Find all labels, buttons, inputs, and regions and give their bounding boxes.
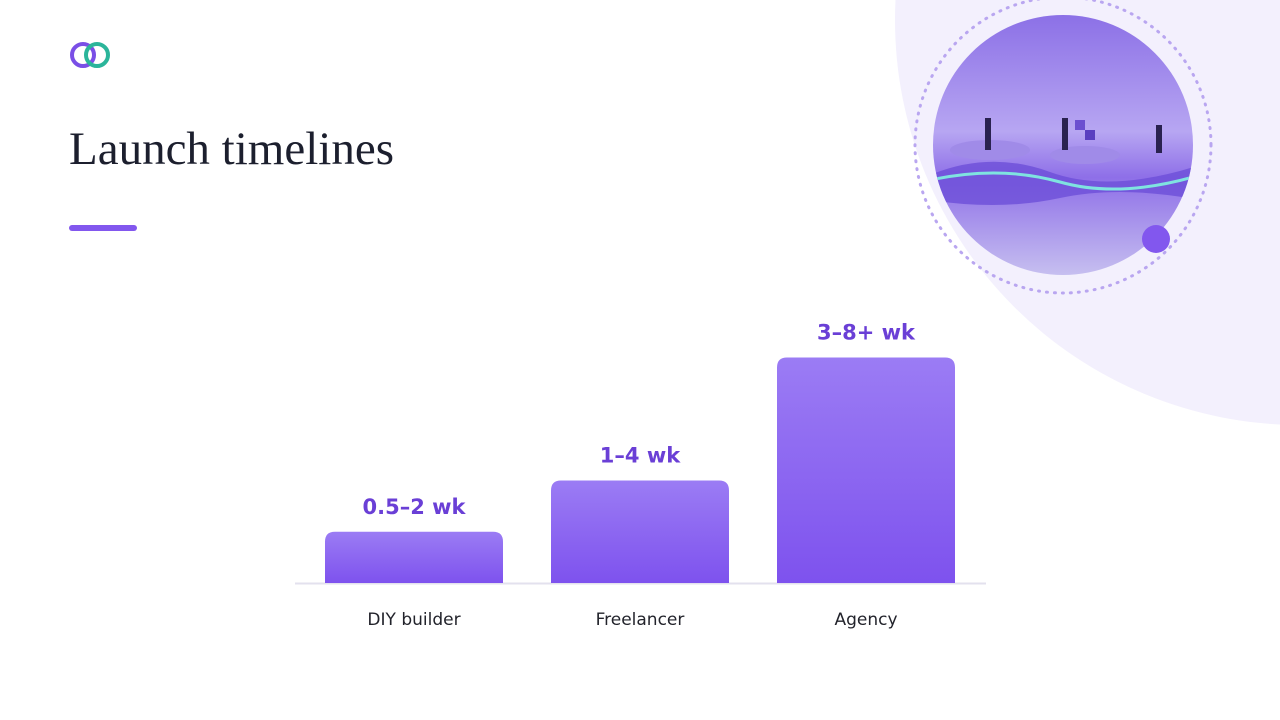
bar bbox=[777, 357, 955, 583]
value-label: 3–8+ wk bbox=[817, 321, 916, 345]
accent-dot bbox=[1142, 225, 1170, 253]
x-tick-label: Agency bbox=[834, 610, 897, 630]
dotted-ring bbox=[913, 0, 1213, 295]
logo bbox=[70, 42, 110, 68]
chart-title: Launch timelines bbox=[69, 123, 394, 175]
bar bbox=[551, 480, 729, 583]
x-tick-label: Freelancer bbox=[596, 610, 685, 630]
value-label: 1–4 wk bbox=[600, 444, 681, 468]
value-label: 0.5–2 wk bbox=[363, 495, 467, 519]
title-underline bbox=[69, 225, 137, 231]
bar bbox=[325, 531, 503, 583]
x-tick-label: DIY builder bbox=[367, 610, 460, 630]
